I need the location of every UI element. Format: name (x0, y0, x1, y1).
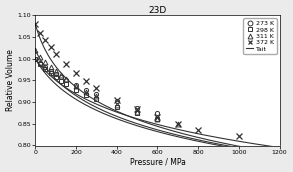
Legend: 273 K, 298 K, 311 K, 372 K, Tait: 273 K, 298 K, 311 K, 372 K, Tait (243, 18, 277, 54)
Title: 23D: 23D (148, 6, 166, 15)
Y-axis label: Relative Volume: Relative Volume (6, 50, 15, 111)
X-axis label: Pressure / MPa: Pressure / MPa (130, 157, 185, 166)
